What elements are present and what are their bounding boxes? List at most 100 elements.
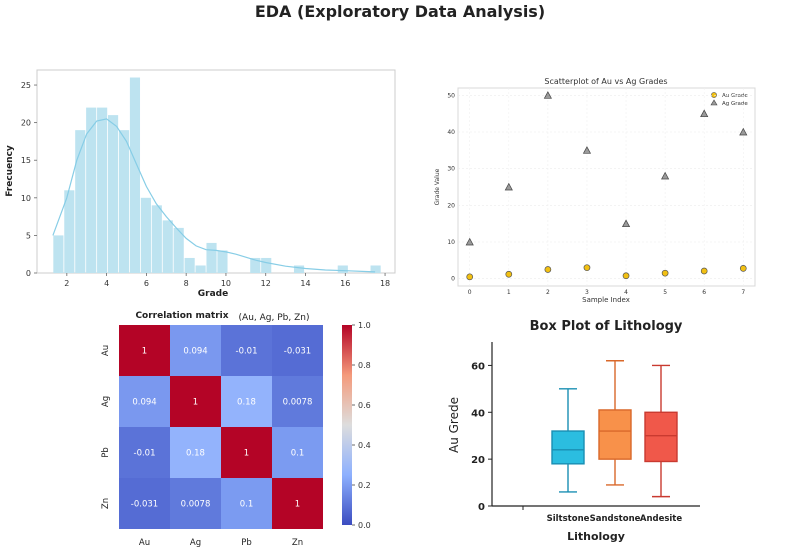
heatmap-cell-value: -0.031 <box>131 500 158 510</box>
heatmap-cell-value: 0.1 <box>291 449 305 459</box>
scatter-panel: Scatterplot of Au vs Ag Grades Sample In… <box>434 77 756 304</box>
y-tick-label: 60 <box>471 361 485 372</box>
box-body <box>644 411 678 463</box>
heatmap-cell <box>119 427 170 478</box>
ag-point <box>739 127 748 136</box>
x-tick-label: 2 <box>546 289 550 296</box>
ag-point <box>700 109 709 118</box>
legend-ag-marker <box>710 99 718 106</box>
histogram-ylabel: Frecuency <box>5 145 15 197</box>
heatmap-cell-value: -0.01 <box>236 347 258 357</box>
x-tick-label: 5 <box>663 289 667 296</box>
colorbar-tick-label: 1.0 <box>358 321 371 330</box>
heatmap-cell <box>170 427 221 478</box>
ag-point <box>582 146 592 154</box>
y-tick-label: 0 <box>26 269 31 278</box>
histogram-panel: Grade Frecuency 2 4 6 8 10 12 14 16 18 0 5 10 15 20 25 <box>5 69 396 299</box>
au-point <box>661 269 669 277</box>
au-point <box>583 264 591 272</box>
heatmap-col-label: Au <box>139 538 150 548</box>
heatmap-row-label: Zn <box>101 498 111 509</box>
histogram-bar <box>370 265 381 273</box>
heatmap-cell-value: 0.0078 <box>283 398 313 408</box>
heatmap-col-label: Pb <box>241 538 252 548</box>
x-tick-label: 4 <box>624 289 628 296</box>
ag-point <box>621 219 631 228</box>
y-tick-label: 30 <box>447 166 455 173</box>
heatmap-cell <box>272 376 323 427</box>
heatmap-row-label: Au <box>101 345 111 356</box>
heatmap-cell-value: 1 <box>193 398 198 408</box>
histogram-bar <box>184 257 195 273</box>
y-tick-label: 50 <box>447 92 455 99</box>
x-tick-label: 7 <box>741 289 745 296</box>
histogram-bar <box>250 257 261 273</box>
heatmap-cell <box>119 478 170 529</box>
heatmap-cell <box>119 376 170 427</box>
box-category-label: Siltstone <box>547 514 590 524</box>
y-tick-label: 15 <box>21 156 31 165</box>
heatmap-col-label: Ag <box>190 538 201 548</box>
heatmap-cell <box>170 376 221 427</box>
au-point <box>739 265 747 272</box>
x-tick-label: 14 <box>300 279 310 288</box>
x-tick-label: 12 <box>261 279 271 288</box>
histogram-bar <box>75 130 86 273</box>
x-tick-label: 0 <box>468 289 472 296</box>
colorbar <box>342 325 352 525</box>
ag-point <box>504 182 513 191</box>
ag-point <box>465 237 474 246</box>
histogram-bar <box>162 220 173 273</box>
x-tick-label: 8 <box>184 279 189 288</box>
y-tick-label: 40 <box>471 408 485 419</box>
boxplot-xlabel: Lithology <box>567 530 625 543</box>
legend-au-label: Au Grade <box>722 93 748 99</box>
x-tick-label: 10 <box>221 279 231 288</box>
legend-ag-label: Ag Grade <box>722 101 748 107</box>
histogram-bar <box>97 107 108 273</box>
heatmap-cell <box>170 478 221 529</box>
heatmap-cell-value: 0.18 <box>237 398 256 408</box>
heatmap-cell-value: 0.094 <box>183 347 207 357</box>
y-tick-label: 5 <box>26 231 31 240</box>
colorbar-tick-label: 0.2 <box>358 481 371 490</box>
heatmap-col-label: Zn <box>292 538 303 548</box>
y-tick-label: 10 <box>21 194 31 203</box>
x-tick-label: 2 <box>64 279 69 288</box>
colorbar-tick-label: 0.6 <box>358 401 371 410</box>
heatmap-cell-value: 1 <box>244 449 249 459</box>
histogram-bar <box>173 227 184 273</box>
x-tick-label: 16 <box>340 279 350 288</box>
legend-au-marker <box>711 92 717 98</box>
histogram-bar <box>337 265 348 273</box>
histogram-bar <box>140 197 151 273</box>
correlation-heatmap-panel: Correlation matrix (Au, Ag, Pb, Zn) 1 0.0… <box>101 311 371 548</box>
scatter-title: Scatterplot of Au vs Ag Grades <box>544 77 667 86</box>
heatmap-cell <box>221 427 272 478</box>
scatter-legend: Au Grade Ag Grade <box>710 92 748 107</box>
heatmap-cell <box>272 427 323 478</box>
heatmap-subtitle: (Au, Ag, Pb, Zn) <box>239 313 310 323</box>
x-tick-label: 3 <box>585 289 589 296</box>
au-point <box>700 267 708 275</box>
y-tick-label: 40 <box>447 129 455 136</box>
histogram-bar <box>64 190 75 273</box>
box-body <box>551 430 585 465</box>
heatmap-row-label: Ag <box>101 396 111 407</box>
au-point <box>505 270 513 278</box>
colorbar-tick-label: 0.0 <box>358 521 371 530</box>
histogram-bar <box>206 242 217 273</box>
colorbar-tick-label: 0.4 <box>358 441 371 450</box>
heatmap-cell-value: -0.01 <box>134 449 156 459</box>
heatmap-cell <box>272 325 323 376</box>
heatmap-cell-value: 1 <box>295 500 300 510</box>
heatmap-cell-value: 0.18 <box>186 449 205 459</box>
heatmap-row-label: Pb <box>101 447 111 458</box>
colorbar-tick-label: 0.8 <box>358 361 371 370</box>
boxplot-panel: Box Plot of Lithology Lithology Au Grede… <box>447 319 700 543</box>
x-tick-label: 6 <box>702 289 706 296</box>
heatmap-cell <box>221 376 272 427</box>
histogram-bar <box>195 265 206 273</box>
box-body <box>598 409 632 460</box>
